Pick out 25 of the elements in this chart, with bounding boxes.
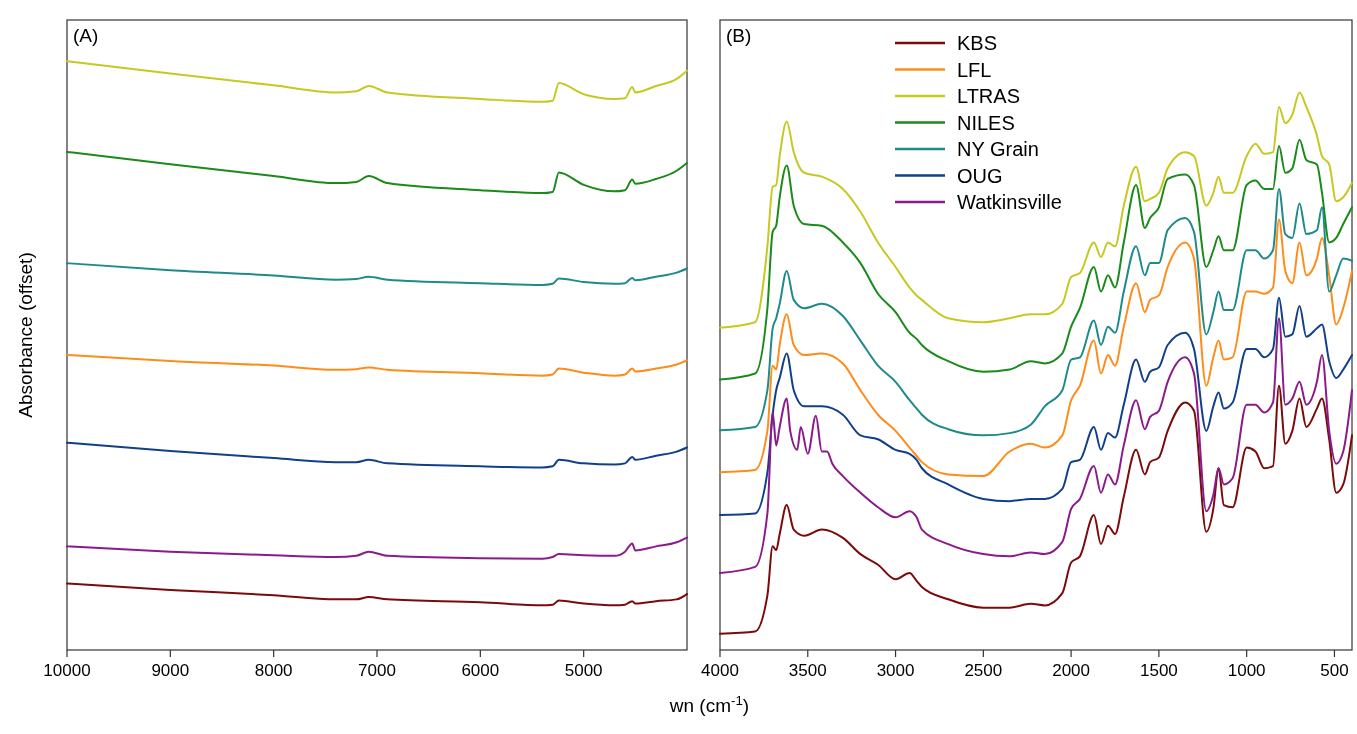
legend-label: LTRAS: [957, 85, 1020, 107]
x-tick-label: 500: [1320, 661, 1349, 680]
x-tick-label: 2000: [1052, 661, 1091, 680]
legend-label: LFL: [957, 58, 992, 81]
chart-title: (A): [73, 25, 99, 46]
x-tick-label: 1500: [1139, 661, 1178, 680]
y-axis-title: Absorbance (offset): [15, 252, 36, 418]
x-tick-label: 5000: [564, 661, 603, 680]
x-tick-label: 6000: [461, 661, 500, 680]
legend-label: KBS: [957, 32, 998, 54]
legend-label: Watkinsville: [957, 191, 1062, 213]
x-tick-label: 4000: [701, 661, 739, 680]
x-tick-label: 7000: [358, 661, 396, 680]
x-tick-label: 3000: [876, 661, 915, 680]
legend-label: NY Grain: [957, 138, 1039, 160]
x-tick-label: 10000: [43, 661, 91, 680]
legend-label: OUG: [957, 164, 1003, 187]
chart-title: (B): [726, 25, 752, 46]
x-tick-label: 2500: [964, 661, 1003, 680]
x-tick-label: 3500: [788, 661, 827, 680]
x-tick-label: 1000: [1227, 661, 1266, 680]
x-axis-title: wn (cm$^{-1}$): [668, 692, 750, 716]
x-tick-label: 9000: [151, 661, 190, 680]
x-tick-label: 8000: [254, 661, 293, 680]
legend-label: NILES: [957, 111, 1015, 134]
